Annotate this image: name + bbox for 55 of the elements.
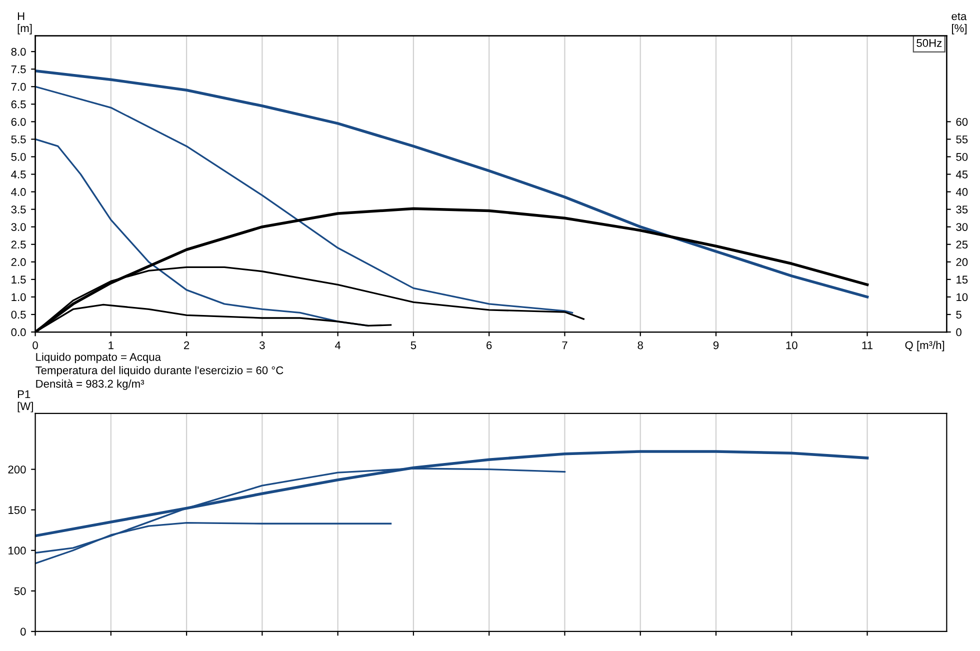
text: Temperatura del liquido durante l'esercizio = 60 °C: [36, 366, 284, 376]
x-tick-label: 5: [410, 341, 416, 350]
y-tick-label: 3.0: [11, 223, 26, 231]
y2-tick-label: 25: [956, 240, 968, 249]
y2-axis-title: eta [%]: [952, 12, 967, 34]
x-tick-label: 1: [108, 341, 114, 350]
y-tick-label: 0.5: [11, 310, 26, 319]
x-tick-label: 8: [638, 341, 643, 350]
y-tick-label: 150: [8, 506, 26, 514]
x-tick-label: 6: [486, 341, 492, 350]
y-tick-label: 7.5: [11, 65, 26, 74]
y2-tick-label: 10: [956, 293, 968, 302]
y2-tick-label: 15: [956, 276, 968, 284]
y-tick-label: 5.5: [11, 136, 26, 144]
y2-tick-label: 30: [956, 223, 968, 231]
y-tick-label: 1.5: [12, 276, 26, 284]
x-tick-label: 9: [713, 341, 719, 350]
y-axis-title: P1 [W]: [18, 390, 33, 412]
y-tick-label: 8.0: [11, 48, 26, 56]
x-tick-label: 10: [786, 341, 798, 350]
y-tick-label: 3.5: [11, 206, 26, 214]
y2-tick-label: 45: [956, 170, 968, 178]
y2-tick-label: 55: [956, 136, 968, 144]
x-tick-label: 4: [334, 341, 341, 350]
y2-tick-label: 5: [956, 310, 962, 319]
annotation: 50Hz: [916, 39, 942, 47]
y-tick-label: 4.5: [11, 170, 26, 178]
y-tick-label: 7.0: [11, 82, 26, 91]
y-axis-title: H [m]: [18, 12, 32, 34]
text: Liquido pompato = Acqua: [36, 352, 161, 364]
x-tick-label: 11: [862, 341, 872, 350]
y-tick-label: 1.0: [12, 293, 26, 302]
y-tick-label: 2.0: [11, 258, 26, 266]
y2-tick-label: 60: [956, 118, 968, 126]
y-tick-label: 6.0: [11, 118, 26, 126]
x-axis-title: Q [m³/h]: [905, 340, 944, 352]
y-tick-label: 200: [8, 466, 26, 474]
y2-tick-label: 0: [956, 328, 962, 336]
y-tick-label: 2.5: [11, 240, 26, 249]
y2-tick-label: 35: [956, 206, 968, 214]
text: Densità = 983.2 kg/m³: [36, 379, 144, 390]
x-tick-label: 2: [184, 341, 190, 350]
y2-tick-label: 20: [956, 258, 968, 266]
y-tick-label: 4.0: [11, 188, 26, 196]
y-tick-label: 0: [20, 628, 26, 636]
y2-tick-label: 50: [956, 153, 968, 161]
x-tick-label: 7: [562, 341, 568, 350]
y-tick-label: 0.0: [11, 328, 26, 336]
y2-tick-label: 40: [956, 188, 968, 196]
x-tick-label: 0: [32, 341, 38, 350]
y-tick-label: 50: [14, 587, 26, 596]
y-tick-label: 6.5: [11, 100, 26, 108]
y-tick-label: 5.0: [11, 153, 26, 161]
x-tick-label: 3: [260, 341, 265, 350]
y-tick-label: 100: [8, 546, 26, 555]
